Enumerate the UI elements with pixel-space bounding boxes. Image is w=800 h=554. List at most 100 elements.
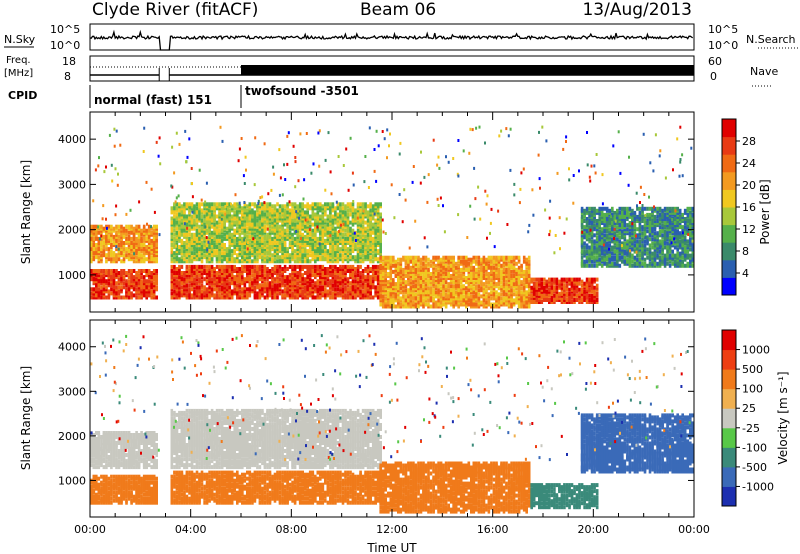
echo-cell (376, 264, 380, 269)
echo-cell (273, 204, 277, 209)
echo-cell (351, 222, 355, 227)
echo-cell (407, 267, 410, 272)
echo-cell (241, 267, 244, 271)
echo-cell (183, 273, 186, 278)
echo-cell (112, 226, 116, 231)
echo-cell (195, 247, 199, 252)
echo-cell (331, 202, 335, 207)
echo-cell (188, 269, 191, 273)
echo-cell (100, 230, 103, 235)
echo-cell (351, 230, 355, 235)
echo-cell (429, 304, 433, 309)
echo-cell (500, 296, 503, 301)
echo-cell (381, 304, 385, 309)
echo-cell (283, 222, 287, 227)
echo-cell (246, 295, 249, 300)
echo-cell (112, 269, 116, 273)
echo-cell (314, 283, 317, 288)
echo-cell (354, 234, 357, 239)
echo-cell (195, 228, 199, 233)
echo-cell (319, 289, 322, 294)
echo-cell (321, 230, 325, 235)
echo-cell (90, 251, 93, 256)
echo-cell (480, 267, 483, 272)
echo-cell (311, 212, 315, 217)
echo-cell (173, 208, 176, 213)
echo-cell (241, 206, 244, 211)
echo-cell (145, 236, 148, 241)
echo-cell (437, 272, 440, 276)
echo-cell (457, 290, 460, 295)
echo-cell (127, 295, 131, 300)
echo-cell (193, 283, 196, 288)
echo-cell (525, 284, 528, 289)
echo-cell (228, 241, 231, 245)
echo-cell (288, 234, 292, 239)
echo-cell (329, 279, 332, 284)
echo-cell (419, 300, 423, 305)
echo-cell (437, 298, 440, 303)
echo-cell (190, 287, 194, 292)
echo-cell (364, 283, 367, 288)
echo-cell (500, 284, 503, 289)
echo-cell (482, 302, 486, 307)
echo-cell (220, 206, 224, 211)
echo-cell (447, 288, 450, 293)
echo-cell (291, 264, 294, 269)
echo-cell (203, 285, 206, 290)
echo-cell (384, 267, 387, 272)
echo-cell (198, 208, 201, 213)
echo-cell (258, 247, 262, 252)
echo-cell (132, 247, 136, 252)
echo-cell (135, 259, 138, 264)
echo-cell (95, 243, 98, 247)
echo-cell (140, 269, 143, 273)
echo-cell (563, 283, 566, 288)
echo-cell (261, 241, 264, 245)
echo-cell (392, 269, 395, 274)
echo-cell (376, 202, 380, 207)
echo-cell (303, 204, 307, 209)
echo-cell (97, 269, 101, 273)
echo-cell (359, 279, 362, 284)
echo-cell (140, 275, 143, 280)
echo-cell (366, 234, 370, 239)
echo-cell (225, 212, 229, 217)
echo-cell (482, 274, 486, 278)
echo-cell (424, 294, 428, 299)
echo-cell (268, 234, 272, 239)
echo-cell (301, 232, 304, 237)
echo-cell (452, 294, 455, 299)
echo-cell (432, 288, 435, 293)
echo-cell (298, 259, 302, 264)
echo-cell (150, 230, 153, 235)
echo-cell (316, 247, 320, 252)
echo-cell (193, 253, 196, 258)
echo-cell (180, 273, 184, 278)
echo-cell (110, 269, 113, 273)
echo-cell (359, 218, 362, 223)
echo-cell (140, 247, 143, 252)
echo-cell (183, 202, 186, 207)
echo-cell (253, 293, 257, 298)
echo-cell (273, 277, 277, 282)
echo-cell (135, 255, 138, 260)
echo-cell (404, 269, 408, 274)
echo-cell (248, 208, 252, 213)
echo-cell (173, 251, 176, 256)
echo-cell (439, 278, 443, 283)
echo-cell (429, 272, 433, 276)
echo-cell (316, 295, 320, 300)
echo-cell (568, 291, 571, 296)
echo-cell (319, 230, 322, 235)
echo-cell (137, 259, 141, 264)
echo-cell (185, 234, 189, 239)
echo-cell (293, 253, 297, 258)
cpid-mode-twofsound: twofsound -3501 (245, 84, 359, 98)
echo-cell (374, 264, 377, 269)
echo-cell (477, 288, 481, 293)
echo-cell (228, 245, 231, 249)
echo-cell (241, 255, 244, 260)
echo-cell (296, 234, 299, 239)
echo-cell (218, 267, 221, 271)
